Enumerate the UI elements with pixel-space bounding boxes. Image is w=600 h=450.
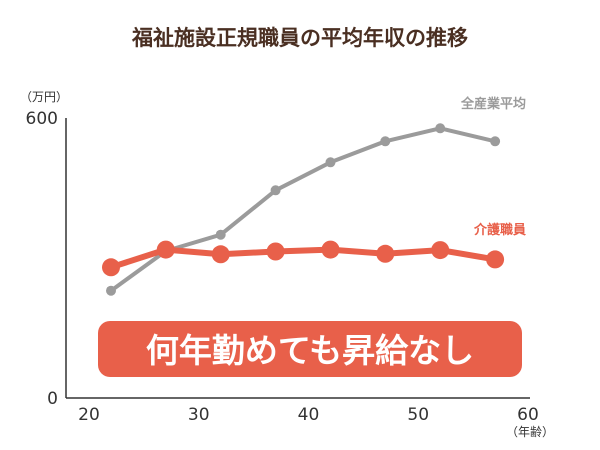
data-point-all-industry xyxy=(215,229,226,240)
y-tick-label: 600 xyxy=(26,109,58,129)
data-point-all-industry xyxy=(380,136,391,147)
data-point-care-worker xyxy=(211,245,230,264)
data-point-care-worker xyxy=(376,244,395,263)
x-tick-label: 20 xyxy=(78,405,100,425)
x-tick-label: 50 xyxy=(407,405,429,425)
series-all-industry xyxy=(106,123,501,296)
data-point-care-worker xyxy=(486,250,505,269)
data-point-all-industry xyxy=(270,185,281,196)
data-point-all-industry xyxy=(325,157,336,168)
y-tick-labels: 0 600 xyxy=(26,109,58,409)
data-point-care-worker xyxy=(321,240,340,259)
chart-title: 福祉施設正規職員の平均年収の推移 xyxy=(131,26,468,50)
x-axis-unit: （年齢） xyxy=(506,424,554,439)
y-axis-unit: （万円） xyxy=(20,90,68,104)
x-tick-label: 40 xyxy=(298,405,320,425)
series-label-all-industry: 全産業平均 xyxy=(460,96,526,112)
series-line-all-industry xyxy=(109,126,498,293)
data-point-all-industry xyxy=(435,123,446,134)
x-tick-label: 60 xyxy=(517,405,539,425)
banner-text: 何年勤めても昇給なし xyxy=(146,331,474,370)
data-point-care-worker xyxy=(102,258,120,277)
series-label-care-worker: 介護職員 xyxy=(473,222,526,238)
data-point-care-worker xyxy=(431,241,450,260)
data-point-all-industry xyxy=(106,285,116,296)
data-point-care-worker xyxy=(266,242,285,261)
series-care-worker xyxy=(102,240,505,277)
x-tick-label: 30 xyxy=(188,405,210,425)
y-tick-label: 0 xyxy=(47,389,58,409)
series-line-care-worker xyxy=(108,246,499,271)
x-tick-labels: 20 30 40 50 60 xyxy=(78,405,539,425)
banner-background xyxy=(98,321,522,377)
data-point-care-worker xyxy=(156,240,175,259)
series-layer xyxy=(102,123,505,296)
data-point-all-industry xyxy=(490,136,501,147)
